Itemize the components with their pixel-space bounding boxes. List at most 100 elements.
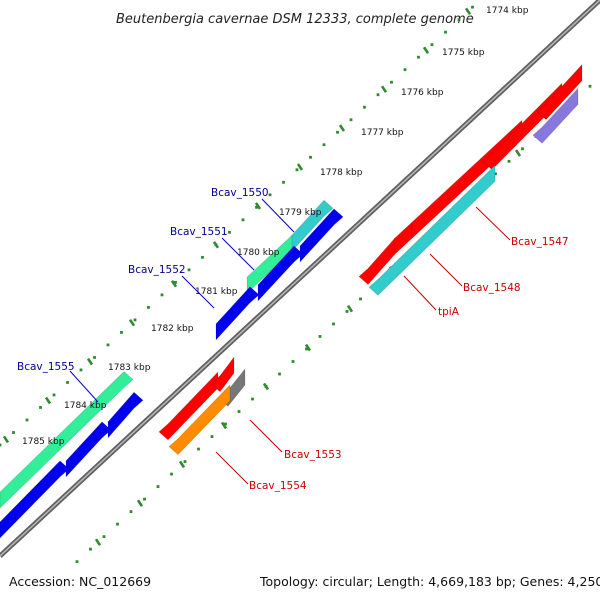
tick-dot <box>282 180 285 184</box>
gene-feature-bcav-1555-blue1 <box>107 391 144 439</box>
tick-dot <box>430 43 434 47</box>
gene-feature-bcav-1547e <box>536 63 583 121</box>
tick-dot <box>102 535 106 539</box>
accession-text: Accession: NC_012669 <box>9 574 151 589</box>
tick-label: 1784 kbp <box>64 401 107 411</box>
tick-dot <box>0 443 2 447</box>
tick-dot <box>494 172 497 176</box>
tick-mark <box>296 163 304 171</box>
tick-dot <box>228 230 231 234</box>
tick-dot <box>201 255 204 259</box>
tick-dot <box>89 547 92 551</box>
tick-dot <box>295 168 299 172</box>
gene-label-bcav-1552: Bcav_1552 <box>128 264 186 276</box>
gene-label-bcav-1550: Bcav_1550 <box>211 187 269 199</box>
backbone <box>0 0 600 558</box>
tick-dot <box>278 372 281 376</box>
tick-mark <box>44 396 52 405</box>
gene-label-bcav-1551: Bcav_1551 <box>170 226 228 238</box>
gene-feature-bcav-1547d <box>482 82 563 171</box>
tick-dot <box>75 560 79 564</box>
gene-feature-purple <box>532 87 579 144</box>
tick-dot <box>268 193 272 197</box>
gene-labels: Bcav_1550 Bcav_1551 Bcav_1552 Bcav_1555 … <box>17 187 569 492</box>
tick-mark <box>514 149 522 157</box>
gene-feature-bcav-1552a <box>299 208 344 264</box>
tick-dot <box>349 118 353 122</box>
tick-dot <box>457 18 461 22</box>
tick-dot <box>241 218 245 222</box>
tick-dot <box>309 155 312 159</box>
gene-feature-bcav-1555-blue3 <box>0 460 70 539</box>
gene-feature-bcav-1547 <box>358 236 396 286</box>
genome-summary-text: Topology: circular; Length: 4,669,183 bp… <box>259 574 600 589</box>
gene-label-bcav-1548: Bcav_1548 <box>463 282 521 294</box>
gene-feature-tpia <box>368 164 496 296</box>
tick-mark <box>380 85 388 93</box>
gene-feature-bcav-1552c <box>215 286 260 341</box>
tick-dot <box>210 435 214 438</box>
tick-label: 1774 kbp <box>486 6 529 16</box>
tick-dot <box>417 55 420 59</box>
gene-feature-bcav-1553-red <box>158 370 219 441</box>
gene-label-bcav-1555: Bcav_1555 <box>17 361 75 373</box>
tick-dot <box>336 130 339 134</box>
tick-mark <box>136 499 144 507</box>
gene-label-bcav-1554: Bcav_1554 <box>249 480 307 492</box>
tick-label: 1783 kbp <box>108 363 151 373</box>
tick-mark <box>128 318 136 327</box>
tick-dot <box>332 322 335 326</box>
tick-dot <box>183 460 187 463</box>
gene-feature-bcav-1553-red2 <box>210 355 235 393</box>
tick-dot <box>25 418 29 422</box>
tick-mark <box>212 241 220 249</box>
tick-mark <box>464 7 472 16</box>
tick-label: 1775 kbp <box>442 48 485 58</box>
tick-dot <box>403 68 407 72</box>
tick-label: 1782 kbp <box>151 324 194 334</box>
tick-dot <box>174 280 177 284</box>
tick-dot <box>197 447 200 451</box>
tick-dot <box>66 381 69 384</box>
gene-feature-bcav-1552b <box>257 245 304 302</box>
tick-dot <box>318 335 322 338</box>
tick-dot <box>322 143 326 147</box>
tick-label: 1776 kbp <box>401 88 444 98</box>
tick-dot <box>116 522 119 526</box>
tick-dot <box>147 305 150 309</box>
tick-dot <box>305 347 308 351</box>
tick-labels: 1774 kbp 1775 kbp 1776 kbp 1777 kbp 1778… <box>22 6 529 447</box>
tick-dot <box>237 410 241 413</box>
tick-dot <box>359 297 362 301</box>
gene-features <box>0 63 583 539</box>
tick-dot <box>52 393 56 397</box>
tick-dot <box>444 30 447 34</box>
tick-mark <box>86 357 94 366</box>
tick-label: 1781 kbp <box>195 287 238 297</box>
tick-dot <box>156 485 160 488</box>
tick-mark <box>94 538 102 546</box>
tick-dot <box>507 159 511 163</box>
tick-dot <box>93 356 96 359</box>
tick-dot <box>255 205 258 209</box>
tick-dot <box>251 397 254 401</box>
tick-dot <box>129 510 133 514</box>
gene-feature-bcav-1555 <box>0 370 134 509</box>
label-leaders <box>69 198 511 485</box>
tick-dot <box>521 147 524 151</box>
tick-dot <box>12 431 15 434</box>
tick-dot <box>291 360 295 363</box>
tick-dot <box>160 293 164 297</box>
tick-mark <box>338 124 346 132</box>
tick-mark <box>170 280 178 288</box>
tick-dot <box>363 105 366 109</box>
tick-label: 1780 kbp <box>237 248 280 258</box>
tick-dot <box>376 93 380 97</box>
tick-dot <box>345 310 349 313</box>
tick-dot <box>224 422 227 426</box>
gene-feature-bcav-1555-blue2 <box>65 421 112 478</box>
gene-feature-bcav-1554 <box>168 383 231 456</box>
tick-dot <box>79 368 83 372</box>
tick-label: 1778 kbp <box>320 168 363 178</box>
